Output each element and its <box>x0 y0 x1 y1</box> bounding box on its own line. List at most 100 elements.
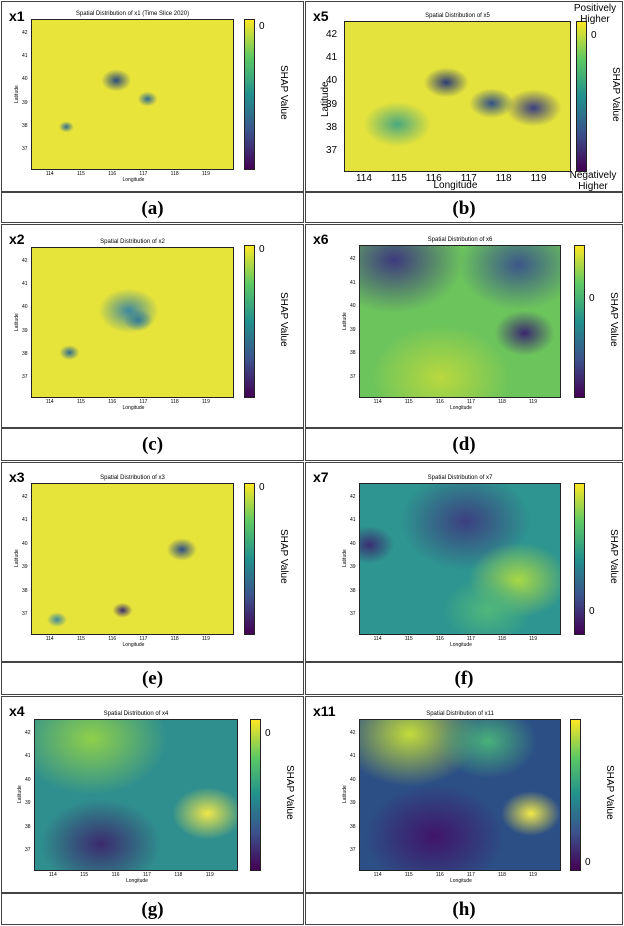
y-tick-label: 41 <box>350 753 356 760</box>
y-tick-label: 40 <box>22 304 28 311</box>
caption-row: (g) <box>1 893 304 925</box>
y-tick-label: 37 <box>22 610 28 617</box>
heatmap-svg <box>360 720 560 870</box>
panel-caption: (c) <box>141 434 164 455</box>
y-tick-label: 40 <box>326 75 338 87</box>
y-tick-label: 41 <box>350 279 356 286</box>
hotspot <box>58 121 74 133</box>
colorbar-zero-tick: 0 <box>589 606 595 618</box>
plot-title: Spatial Distribution of x2 <box>100 239 165 245</box>
caption-row: (h) <box>305 893 623 925</box>
panel-tag: x1 <box>9 8 25 24</box>
colorbar-label: SHAP Value <box>278 291 289 347</box>
x-tick-label: 116 <box>425 173 442 184</box>
plot-title: Spatial Distribution of x4 <box>103 711 169 717</box>
heatmap-svg <box>360 484 560 634</box>
x-tick-label: 119 <box>201 399 210 405</box>
x-tick-label: 118 <box>174 872 183 878</box>
colorbar-label: SHAP Value <box>278 529 289 584</box>
y-tick-label: 39 <box>22 327 28 334</box>
y-tick-label: 41 <box>22 53 28 60</box>
colorbar-label: SHAP Value <box>608 529 619 584</box>
y-tick-label: 39 <box>350 800 356 807</box>
x-tick-label: 116 <box>108 171 117 177</box>
x-tick-label: 114 <box>45 636 54 642</box>
hotspot <box>59 345 80 360</box>
x-tick-label: 119 <box>205 872 214 878</box>
panel-caption: (e) <box>141 668 164 689</box>
x-tick-label: 116 <box>108 399 117 405</box>
hotspot <box>360 246 464 313</box>
x-tick-label: 114 <box>45 171 54 177</box>
y-axis-label: Latitude <box>342 549 348 567</box>
x-tick-label: 116 <box>435 872 444 878</box>
y-tick-label: 41 <box>25 753 31 760</box>
heatmap-svg <box>46 538 197 628</box>
x-tick-label: 115 <box>404 872 413 878</box>
y-tick-label: 42 <box>25 730 31 737</box>
x-tick-label: 118 <box>497 636 506 642</box>
x-tick-label: 114 <box>373 872 382 878</box>
colorbar <box>576 21 587 172</box>
y-tick-label: 41 <box>22 517 28 524</box>
x-axis-label: Longitude <box>122 405 145 411</box>
colorbar <box>570 719 581 871</box>
y-tick-label: 37 <box>350 846 356 853</box>
colorbar <box>574 483 585 635</box>
y-tick-label: 42 <box>350 494 356 501</box>
plot-title: Spatial Distribution of x5 <box>425 13 490 19</box>
caption-row: (b) <box>305 192 623 223</box>
y-tick-label: 37 <box>350 610 356 617</box>
x-tick-label: 117 <box>466 399 475 405</box>
y-tick-label: 40 <box>350 540 356 547</box>
panel-tag: x5 <box>313 8 329 24</box>
panel-caption: (f) <box>454 668 474 689</box>
y-tick-label: 38 <box>22 350 28 357</box>
hotspot <box>505 89 562 127</box>
heatmap-area <box>359 483 561 635</box>
colorbar <box>244 245 255 398</box>
y-tick-label: 41 <box>22 281 28 288</box>
plot-title: Spatial Distribution of x11 <box>426 711 494 717</box>
x-tick-label: 114 <box>373 399 382 405</box>
y-tick-label: 39 <box>25 800 31 807</box>
panel-tag: x3 <box>9 469 25 485</box>
x-tick-label: 114 <box>45 399 54 405</box>
colorbar-zero-tick: 0 <box>585 857 591 869</box>
panel-x6: x6 Spatial Distribution of x6 114 115 116 117… <box>305 224 623 428</box>
heatmap-svg <box>363 67 562 147</box>
y-tick-label: 40 <box>350 776 356 783</box>
hotspot <box>494 310 555 356</box>
y-tick-label: 42 <box>350 256 356 263</box>
y-tick-label: 40 <box>22 76 28 83</box>
hotspot <box>166 538 197 561</box>
panel-x3: x3 Spatial Distribution of x3 114 115 116 117… <box>1 462 304 662</box>
panel-caption: (d) <box>452 434 476 455</box>
y-tick-label: 37 <box>326 145 338 157</box>
panel-tag: x6 <box>313 231 329 247</box>
heatmap-svg <box>59 288 159 360</box>
hotspot <box>501 791 560 836</box>
heatmap-area <box>31 19 234 170</box>
colorbar-zero-tick: 0 <box>591 30 597 42</box>
colorbar-zero-tick: 0 <box>259 20 265 32</box>
hotspot <box>35 720 167 795</box>
y-tick-label: 38 <box>25 823 31 830</box>
y-axis-label: Latitude <box>14 84 20 103</box>
x-tick-label: 117 <box>466 872 475 878</box>
y-tick-label: 42 <box>350 730 356 737</box>
x-tick-label: 117 <box>139 399 148 405</box>
x-axis-label: Longitude <box>450 642 472 648</box>
panel-x4: x4 Spatial Distribution of x4 114 115 116 117… <box>1 696 304 893</box>
x-tick-label: 119 <box>201 636 210 642</box>
hotspot <box>172 787 237 840</box>
x-tick-label: 116 <box>435 399 444 405</box>
x-axis-label: Longitude <box>122 177 145 183</box>
x-tick-label: 119 <box>530 173 547 184</box>
x-axis-label: Longitude <box>450 405 472 411</box>
x-tick-label: 117 <box>466 636 475 642</box>
x-tick-label: 115 <box>76 171 85 177</box>
hotspot <box>123 308 154 332</box>
y-axis-label: Latitude <box>17 785 23 803</box>
caption-row: (c) <box>1 428 304 461</box>
